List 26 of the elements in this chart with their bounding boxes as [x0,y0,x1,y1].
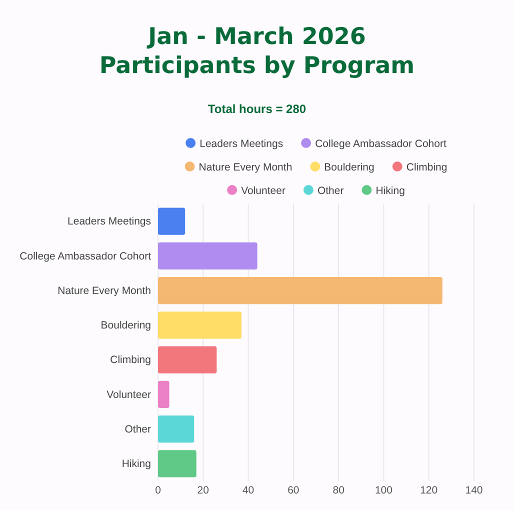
y-tick-label: Hiking [122,458,152,470]
y-tick-label: Bouldering [100,320,152,332]
y-tick-label: Other [124,423,152,436]
x-tick-label: 20 [197,484,210,496]
chart-title: Jan - March 2026 Participants by Program [99,24,415,79]
x-tick-label: 80 [332,484,345,496]
y-tick-label: Leaders Meetings [68,216,151,228]
y-tick-label: Volunteer [106,388,152,401]
x-tick-label: 140 [465,484,483,496]
legend-label: Leaders Meetings [200,138,284,150]
legend-label: Bouldering [324,162,375,174]
y-tick-label: Nature Every Month [58,284,152,297]
legend-label: College Ambassador Cohort [315,138,446,150]
chart-subtitle: Total hours = 280 [208,102,306,116]
x-tick-label: 40 [242,484,254,496]
x-tick-label: 60 [288,484,300,496]
legend-label: Hiking [376,185,406,197]
x-tick-label: 0 [155,484,162,496]
y-tick-label: College Ambassador Cohort [20,250,152,262]
legend-label: Other [317,185,344,197]
y-tick-label: Climbing [110,354,152,366]
x-tick-label: 120 [420,484,438,496]
legend-label: Volunteer [241,185,286,197]
x-tick-label: 100 [374,484,393,496]
legend-label: Climbing [406,162,448,174]
legend-label: Nature Every Month [198,162,292,174]
